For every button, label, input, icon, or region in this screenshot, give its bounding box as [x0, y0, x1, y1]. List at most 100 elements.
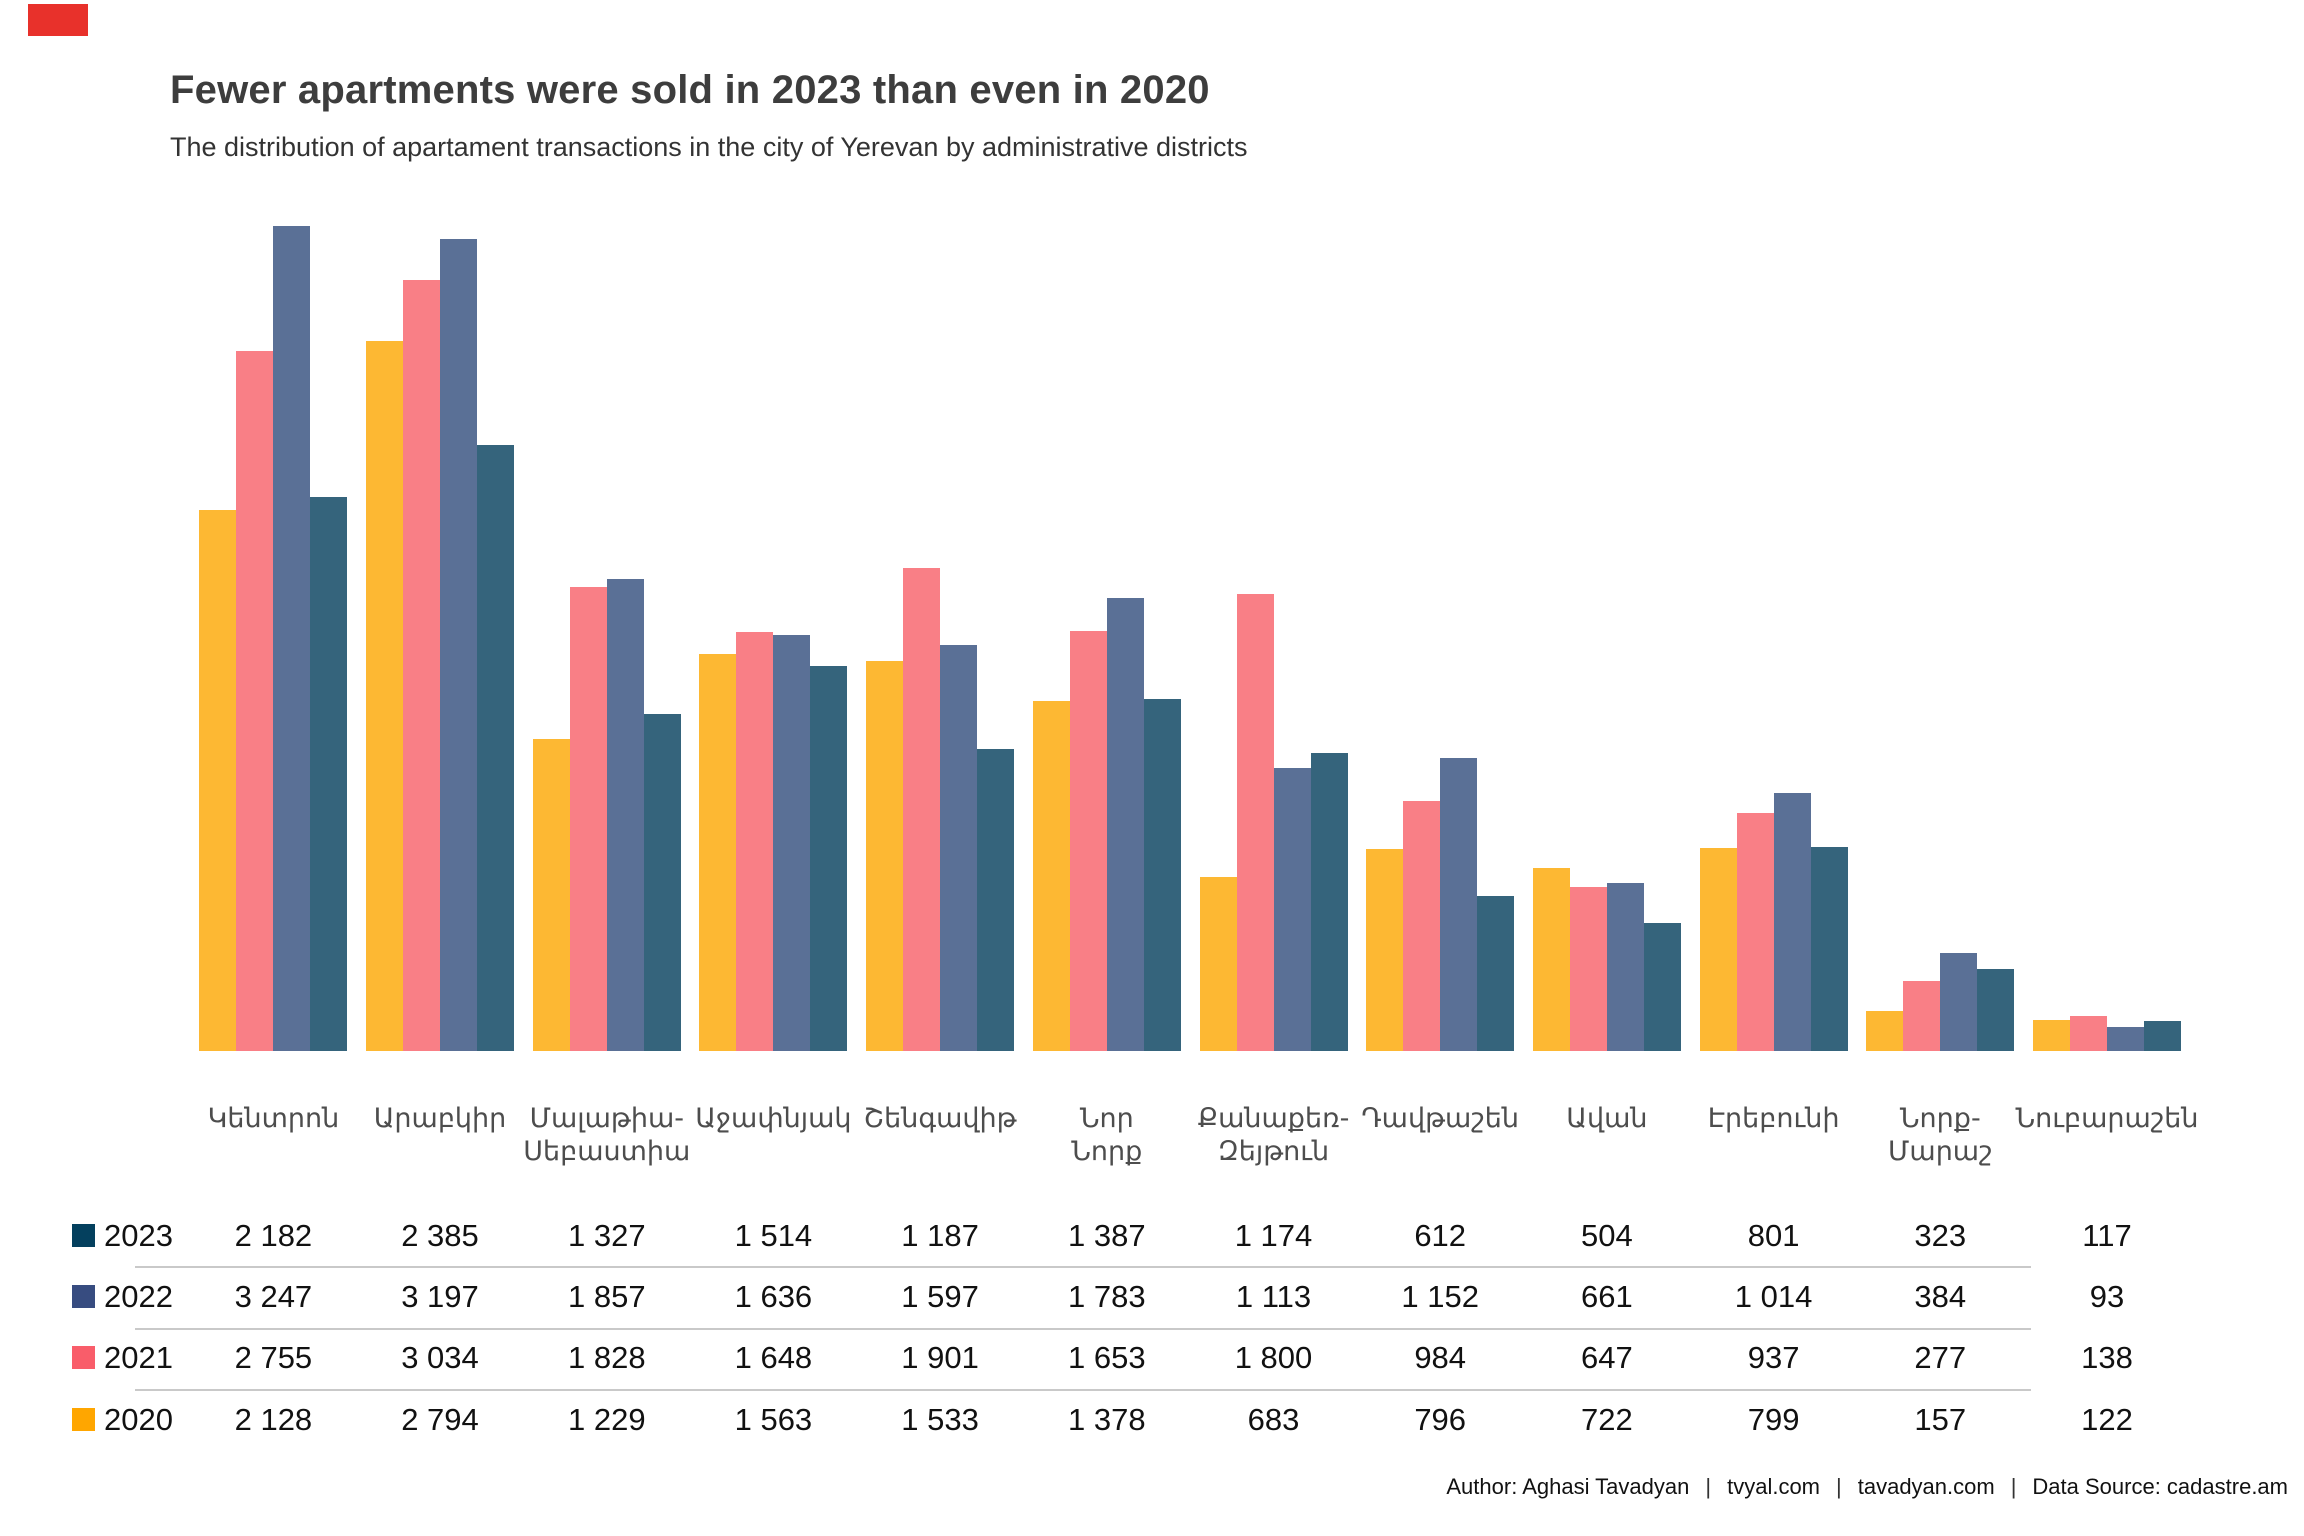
bar-2020-district-5 [866, 661, 904, 1051]
value-2020-district-10: 799 [1747, 1402, 1800, 1437]
value-2023-district-5: 1 187 [901, 1218, 979, 1253]
legend-swatch-2023 [72, 1224, 95, 1247]
x-axis-label-district-7: Քանաքեռ- Զեյթուն [1197, 1103, 1350, 1167]
bar-2021-district-9 [1569, 887, 1607, 1051]
bar-2021-district-5 [903, 568, 941, 1051]
value-2023-district-9: 504 [1581, 1218, 1633, 1253]
x-axis-label-district-6: Նոր Նորք [1071, 1103, 1143, 1167]
value-2020-district-1: 2 128 [234, 1402, 313, 1437]
value-2021-district-11: 277 [1914, 1340, 1967, 1375]
chart-subtitle: The distribution of apartament transacti… [170, 132, 1248, 162]
value-2021-district-8: 984 [1414, 1340, 1467, 1375]
x-axis-label-district-4: Աջափնյակ [695, 1103, 852, 1134]
footer-part-4: Data Source: cadastre.am [2032, 1474, 2288, 1499]
value-2022-district-4: 1 636 [734, 1279, 813, 1314]
bar-2023-district-8 [1477, 896, 1515, 1051]
value-2022-district-5: 1 597 [901, 1279, 979, 1314]
x-axis-label-district-11: Նորք- Մարաշ [1888, 1103, 1993, 1167]
bar-2021-district-10 [1736, 813, 1774, 1051]
bar-2020-district-4 [699, 654, 737, 1051]
bar-2022-district-5 [940, 645, 978, 1051]
legend-swatch-2021 [72, 1346, 95, 1369]
footer-separator: | [1705, 1474, 1712, 1499]
x-axis-label-district-8: Դավթաշեն [1361, 1103, 1520, 1134]
bar-2021-district-12 [2070, 1016, 2107, 1051]
value-2022-district-7: 1 113 [1235, 1279, 1312, 1314]
bar-2021-district-11 [1903, 981, 1941, 1051]
bar-2020-district-7 [1199, 877, 1237, 1051]
value-2022-district-12: 93 [2089, 1279, 2125, 1314]
x-axis-label-district-3: Մալաթիա- Սեբաստիա [523, 1103, 691, 1167]
value-2023-district-2: 2 385 [401, 1218, 479, 1253]
footer-part-2: tvyal.com [1727, 1474, 1821, 1499]
value-2022-district-2: 3 197 [401, 1279, 479, 1314]
value-2022-district-3: 1 857 [568, 1279, 646, 1314]
footer-part-1: Author: Aghasi Tavadyan [1446, 1474, 1690, 1499]
table-row-separator [135, 1328, 2031, 1330]
value-2021-district-5: 1 901 [901, 1340, 979, 1375]
bar-2021-district-3 [569, 587, 607, 1051]
x-axis-label-district-10: Էրեբունի [1707, 1103, 1840, 1134]
table-row-separator [135, 1266, 2031, 1268]
bar-2023-district-3 [643, 714, 681, 1051]
bar-2021-district-1 [236, 351, 274, 1051]
bar-2020-district-10 [1699, 848, 1737, 1051]
value-2020-district-2: 2 794 [401, 1402, 479, 1437]
value-2022-district-10: 1 014 [1734, 1279, 1813, 1314]
value-2020-district-5: 1 533 [901, 1402, 979, 1437]
value-2021-district-6: 1 653 [1068, 1340, 1146, 1375]
value-2023-district-11: 323 [1914, 1218, 1967, 1253]
value-2020-district-4: 1 563 [734, 1402, 813, 1437]
bar-2022-district-10 [1773, 793, 1811, 1051]
value-2023-district-8: 612 [1414, 1218, 1467, 1253]
value-2022-district-1: 3 247 [234, 1279, 313, 1314]
chart-title: Fewer apartments were sold in 2023 than … [170, 68, 1210, 112]
bar-2022-district-8 [1440, 758, 1478, 1051]
value-2023-district-1: 2 182 [234, 1218, 313, 1253]
x-axis-label-district-12: Նուբարաշեն [2015, 1103, 2199, 1134]
value-2022-district-8: 1 152 [1401, 1279, 1479, 1314]
bar-2021-district-7 [1236, 594, 1274, 1051]
value-2020-district-3: 1 229 [568, 1402, 646, 1437]
value-2021-district-9: 647 [1581, 1340, 1633, 1375]
bar-2020-district-6 [1032, 701, 1070, 1051]
value-2023-district-12: 117 [2082, 1218, 2132, 1253]
footer-part-3: tavadyan.com [1857, 1474, 1995, 1499]
value-2020-district-9: 722 [1581, 1402, 1633, 1437]
bar-2023-district-5 [977, 749, 1015, 1051]
value-2021-district-12: 138 [2081, 1340, 2133, 1375]
value-2022-district-6: 1 783 [1068, 1279, 1146, 1314]
bar-2023-district-6 [1143, 699, 1181, 1051]
table-row-separator [135, 1389, 2031, 1391]
bar-2020-district-1 [199, 510, 237, 1051]
bar-2023-district-9 [1643, 923, 1681, 1051]
x-axis-label-district-9: Ավան [1566, 1103, 1648, 1134]
bar-2021-district-6 [1069, 631, 1107, 1051]
legend-year-2023: 2023 [104, 1218, 173, 1253]
value-2023-district-7: 1 174 [1234, 1218, 1313, 1253]
legend-swatch-2020 [72, 1408, 95, 1431]
x-axis-label-district-2: Արաբկիր [373, 1103, 507, 1134]
bar-2022-district-12 [2107, 1027, 2144, 1051]
value-2020-district-11: 157 [1914, 1402, 1967, 1437]
legend-year-2020: 2020 [104, 1402, 173, 1437]
bar-2020-district-11 [1866, 1011, 1904, 1051]
value-2023-district-6: 1 387 [1068, 1218, 1146, 1253]
bar-2020-district-9 [1532, 868, 1570, 1051]
footer-separator: | [1836, 1474, 1842, 1499]
bar-2020-district-2 [366, 341, 403, 1051]
value-2021-district-10: 937 [1747, 1340, 1800, 1375]
bar-2022-district-7 [1273, 768, 1311, 1051]
bar-2023-district-4 [810, 666, 848, 1051]
value-2021-district-1: 2 755 [234, 1340, 313, 1375]
value-2022-district-9: 661 [1581, 1279, 1633, 1314]
bar-2021-district-2 [403, 280, 440, 1051]
value-2020-district-12: 122 [2081, 1402, 2133, 1437]
bar-2020-district-8 [1366, 849, 1404, 1051]
value-2021-district-4: 1 648 [734, 1340, 813, 1375]
bar-2023-district-2 [477, 445, 514, 1051]
bar-2022-district-4 [773, 635, 811, 1051]
bar-2023-district-10 [1810, 847, 1848, 1051]
legend-year-2022: 2022 [104, 1279, 173, 1314]
